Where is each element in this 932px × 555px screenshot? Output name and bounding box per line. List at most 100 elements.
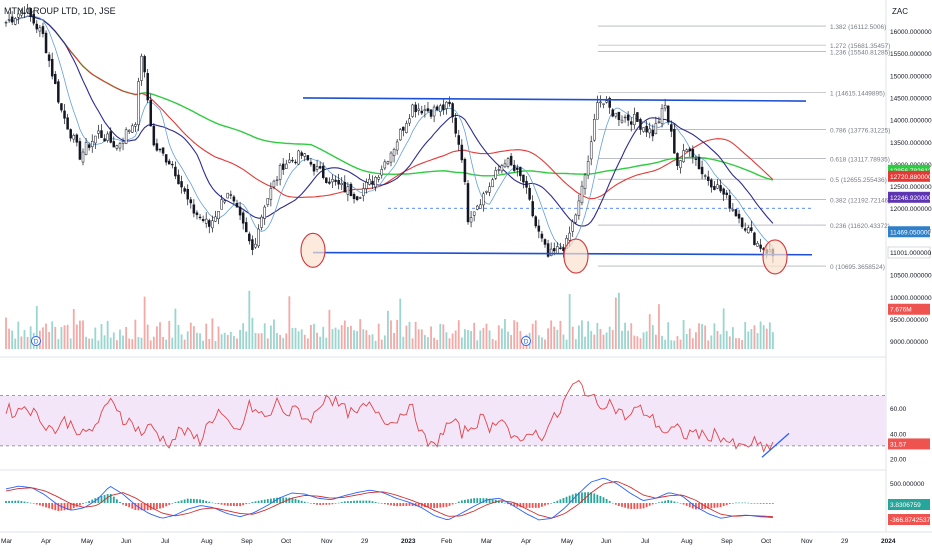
candle-body (713, 185, 716, 190)
candle-body (574, 214, 578, 223)
macd-histogram-bar (316, 503, 318, 505)
volume-bar (448, 338, 451, 349)
time-axis-tick: May (81, 538, 94, 545)
candle-body (41, 26, 45, 34)
time-axis-tick: Aug (681, 538, 693, 545)
macd-histogram-bar (750, 503, 753, 504)
fib-level-label: 1.236 (15540.81285) (830, 49, 890, 56)
macd-value-label: 3.8306759 (890, 502, 921, 509)
macd-histogram-bar (183, 499, 186, 504)
rsi-axis-tick: 40.00 (890, 431, 907, 438)
candle-body (435, 106, 439, 111)
candle-body (663, 104, 667, 109)
macd-histogram-bar (467, 499, 469, 504)
macd-histogram-bar (233, 503, 235, 507)
volume-bar (328, 309, 331, 349)
candle-body (235, 203, 239, 208)
volume-bar (5, 317, 7, 349)
candle-body (528, 187, 531, 200)
candle-body (149, 99, 153, 127)
candle-body (248, 233, 251, 242)
rsi-axis-tick: 60.00 (890, 406, 907, 413)
volume-bar (143, 296, 146, 349)
macd-histogram-bar (614, 503, 617, 505)
macd-histogram-bar (269, 498, 272, 504)
volume-bar (568, 294, 571, 349)
volume-bar (371, 334, 374, 349)
volume-bar (180, 334, 183, 349)
macd-histogram-bar (288, 497, 291, 504)
volume-bar (722, 308, 725, 349)
price-axis-tick: 12500.000000 (890, 184, 932, 191)
volume-bar (719, 334, 722, 349)
candle-body (137, 81, 140, 125)
price-tag (888, 164, 930, 176)
macd-histogram-bar (192, 498, 195, 504)
volume-bar (63, 325, 66, 349)
fib-level-label: 1 (14615.1449895) (830, 90, 885, 97)
volume-bar (765, 328, 768, 349)
macd-histogram-bar (541, 503, 543, 507)
volume-bar (245, 331, 248, 349)
macd-histogram-bar (571, 494, 574, 504)
candle-body (226, 192, 230, 199)
candle-body (629, 121, 633, 125)
candle-body (50, 58, 54, 77)
volume-bar (75, 324, 78, 349)
volume-bar (768, 322, 771, 349)
macd-histogram-bar (359, 500, 362, 504)
candle-body (121, 141, 125, 144)
volume-bar (581, 320, 583, 349)
candle-body (642, 127, 645, 132)
volume-bar (60, 326, 63, 349)
macd-histogram-bar (593, 493, 596, 504)
macd-histogram-bar (768, 503, 771, 504)
volume-bar (753, 325, 756, 349)
macd-histogram-bar (306, 502, 309, 504)
candle-body (238, 206, 242, 216)
volume-bar (128, 338, 131, 349)
macd-histogram-bar (430, 503, 432, 508)
candle-body (497, 169, 501, 171)
candle-body (509, 155, 513, 166)
volume-bar (115, 340, 118, 349)
volume-bar (88, 338, 91, 349)
macd-histogram-bar (698, 503, 700, 510)
candle-body (118, 143, 122, 149)
candle-body (174, 166, 177, 177)
macd-histogram-bar (667, 499, 670, 504)
macd-histogram-bar (29, 502, 32, 504)
macd-histogram-bar (196, 499, 198, 504)
volume-bar (704, 325, 707, 349)
macd-histogram-bar (710, 503, 713, 509)
volume-bar (316, 332, 318, 349)
price-tag-label: 7.676M (890, 307, 912, 314)
macd-histogram-bar (701, 503, 703, 510)
macd-histogram-bar (331, 503, 334, 505)
macd-histogram-bar (695, 503, 697, 510)
candle-body (589, 141, 593, 160)
volume-bar (393, 333, 395, 349)
macd-histogram-bar (562, 498, 565, 504)
candle-body (660, 108, 664, 124)
macd-histogram-bar (100, 495, 103, 504)
candle-body (703, 175, 707, 177)
volume-bar (331, 329, 334, 349)
volume-bar (211, 318, 214, 349)
candle-body (537, 225, 541, 232)
volume-bar (297, 331, 300, 349)
candle-body (725, 192, 728, 196)
volume-bar (405, 325, 408, 349)
macd-histogram-bar (162, 503, 164, 508)
macd-histogram-bar (559, 499, 562, 504)
candle-body (472, 211, 476, 216)
candle-body (334, 179, 337, 182)
volume-bar (571, 326, 574, 349)
macd-histogram-bar (402, 503, 405, 507)
macd-histogram-bar (211, 502, 214, 504)
candle-body (599, 101, 602, 104)
macd-histogram-bar (679, 503, 682, 504)
volume-bar (654, 334, 657, 349)
volume-bar (134, 319, 137, 349)
